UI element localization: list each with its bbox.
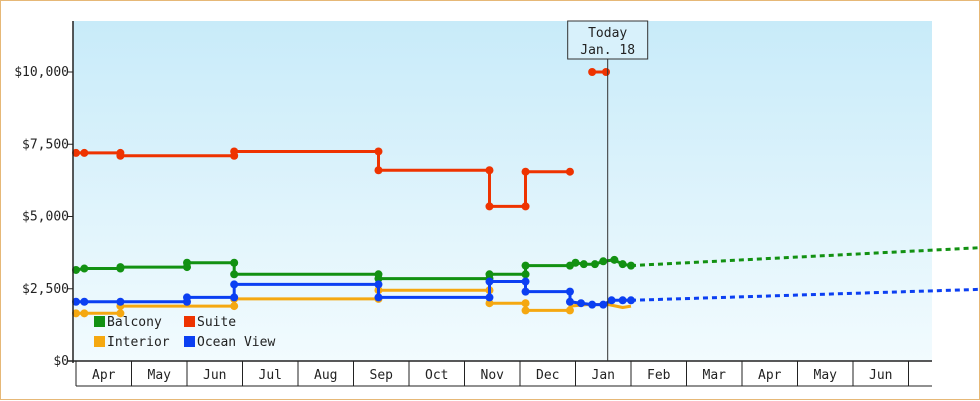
legend-label: Balcony <box>107 315 162 330</box>
legend-swatch <box>94 336 105 347</box>
month-label: Apr <box>92 368 116 383</box>
data-point-ocean-view <box>72 297 80 306</box>
data-point-interior <box>72 309 80 318</box>
data-point-balcony <box>521 261 530 270</box>
data-point-balcony <box>627 261 635 270</box>
data-point-balcony <box>230 258 239 267</box>
data-point-suite <box>602 68 611 76</box>
y-tick-label: $5,000 <box>22 210 69 225</box>
month-label: Apr <box>758 368 782 383</box>
data-point-suite <box>521 167 530 176</box>
data-point-interior <box>485 299 494 308</box>
data-point-suite <box>374 166 383 175</box>
data-point-ocean-view <box>607 296 616 305</box>
data-point-ocean-view <box>80 297 89 306</box>
month-label: Jun <box>869 368 892 383</box>
month-label: Mar <box>703 368 727 383</box>
month-label: Aug <box>314 368 337 383</box>
month-label: Jun <box>203 368 226 383</box>
data-point-ocean-view <box>183 293 191 302</box>
data-point-ocean-view <box>588 300 597 309</box>
month-label: May <box>814 368 838 383</box>
data-point-suite <box>230 147 239 156</box>
data-point-ocean-view <box>230 280 239 289</box>
data-point-interior <box>80 309 89 318</box>
data-point-balcony <box>579 260 588 269</box>
month-label: Nov <box>481 368 505 383</box>
data-point-suite <box>72 148 80 157</box>
data-point-balcony <box>599 257 608 266</box>
data-point-ocean-view <box>374 293 383 302</box>
data-point-ocean-view <box>565 287 574 296</box>
data-point-ocean-view <box>565 297 574 306</box>
legend-swatch <box>184 336 195 347</box>
data-point-balcony <box>618 260 627 269</box>
month-label: Feb <box>647 368 671 383</box>
data-point-interior <box>230 302 239 311</box>
month-label: Jul <box>259 368 282 383</box>
data-point-balcony <box>521 270 530 279</box>
data-point-balcony <box>230 270 239 279</box>
data-point-balcony <box>374 274 383 283</box>
data-point-balcony <box>485 270 494 279</box>
data-point-suite <box>374 147 383 156</box>
data-point-ocean-view <box>485 277 494 286</box>
legend-swatch <box>94 316 105 327</box>
month-label: May <box>148 368 172 383</box>
data-point-ocean-view <box>599 300 608 309</box>
data-point-ocean-view <box>577 299 586 308</box>
plot-area <box>73 21 932 361</box>
data-point-balcony <box>80 264 89 273</box>
month-label: Dec <box>536 368 559 383</box>
data-point-suite <box>116 151 125 160</box>
data-point-ocean-view <box>627 296 635 305</box>
data-point-balcony <box>72 265 80 274</box>
data-point-balcony <box>571 258 580 267</box>
month-label: Oct <box>425 368 448 383</box>
y-tick-label: $7,500 <box>22 137 69 152</box>
data-point-balcony <box>183 258 191 267</box>
data-point-suite <box>588 68 597 76</box>
data-point-ocean-view <box>116 297 125 306</box>
today-label: Today <box>588 26 627 41</box>
forecast-line-balcony <box>630 246 980 268</box>
data-point-ocean-view <box>230 293 239 302</box>
data-point-balcony <box>610 255 619 264</box>
today-box <box>567 20 649 60</box>
y-tick-label: $0 <box>53 354 69 369</box>
legend-label: Suite <box>197 315 236 330</box>
data-point-ocean-view <box>521 277 530 286</box>
data-point-suite <box>485 202 494 211</box>
data-point-suite <box>80 148 89 157</box>
data-point-ocean-view <box>374 280 383 289</box>
today-date: Jan. 18 <box>580 43 635 58</box>
legend-label: Ocean View <box>197 335 275 350</box>
data-point-ocean-view <box>485 293 494 302</box>
data-point-interior <box>521 306 530 315</box>
legend-label: Interior <box>107 335 170 350</box>
data-point-suite <box>521 202 530 211</box>
data-point-suite <box>565 167 574 176</box>
data-point-ocean-view <box>618 296 627 305</box>
data-point-interior <box>521 299 530 308</box>
data-point-ocean-view <box>521 287 530 296</box>
data-point-balcony <box>590 260 599 269</box>
month-label: Jan <box>592 368 615 383</box>
data-point-balcony <box>116 263 125 272</box>
month-label: Sep <box>370 368 394 383</box>
y-tick-label: $2,500 <box>22 282 69 297</box>
forecast-line-ocean-view <box>630 287 980 302</box>
y-tick-label: $10,000 <box>14 65 69 80</box>
data-point-interior <box>565 306 574 315</box>
legend-swatch <box>184 316 195 327</box>
data-point-suite <box>485 166 494 175</box>
data-point-interior <box>116 309 125 318</box>
